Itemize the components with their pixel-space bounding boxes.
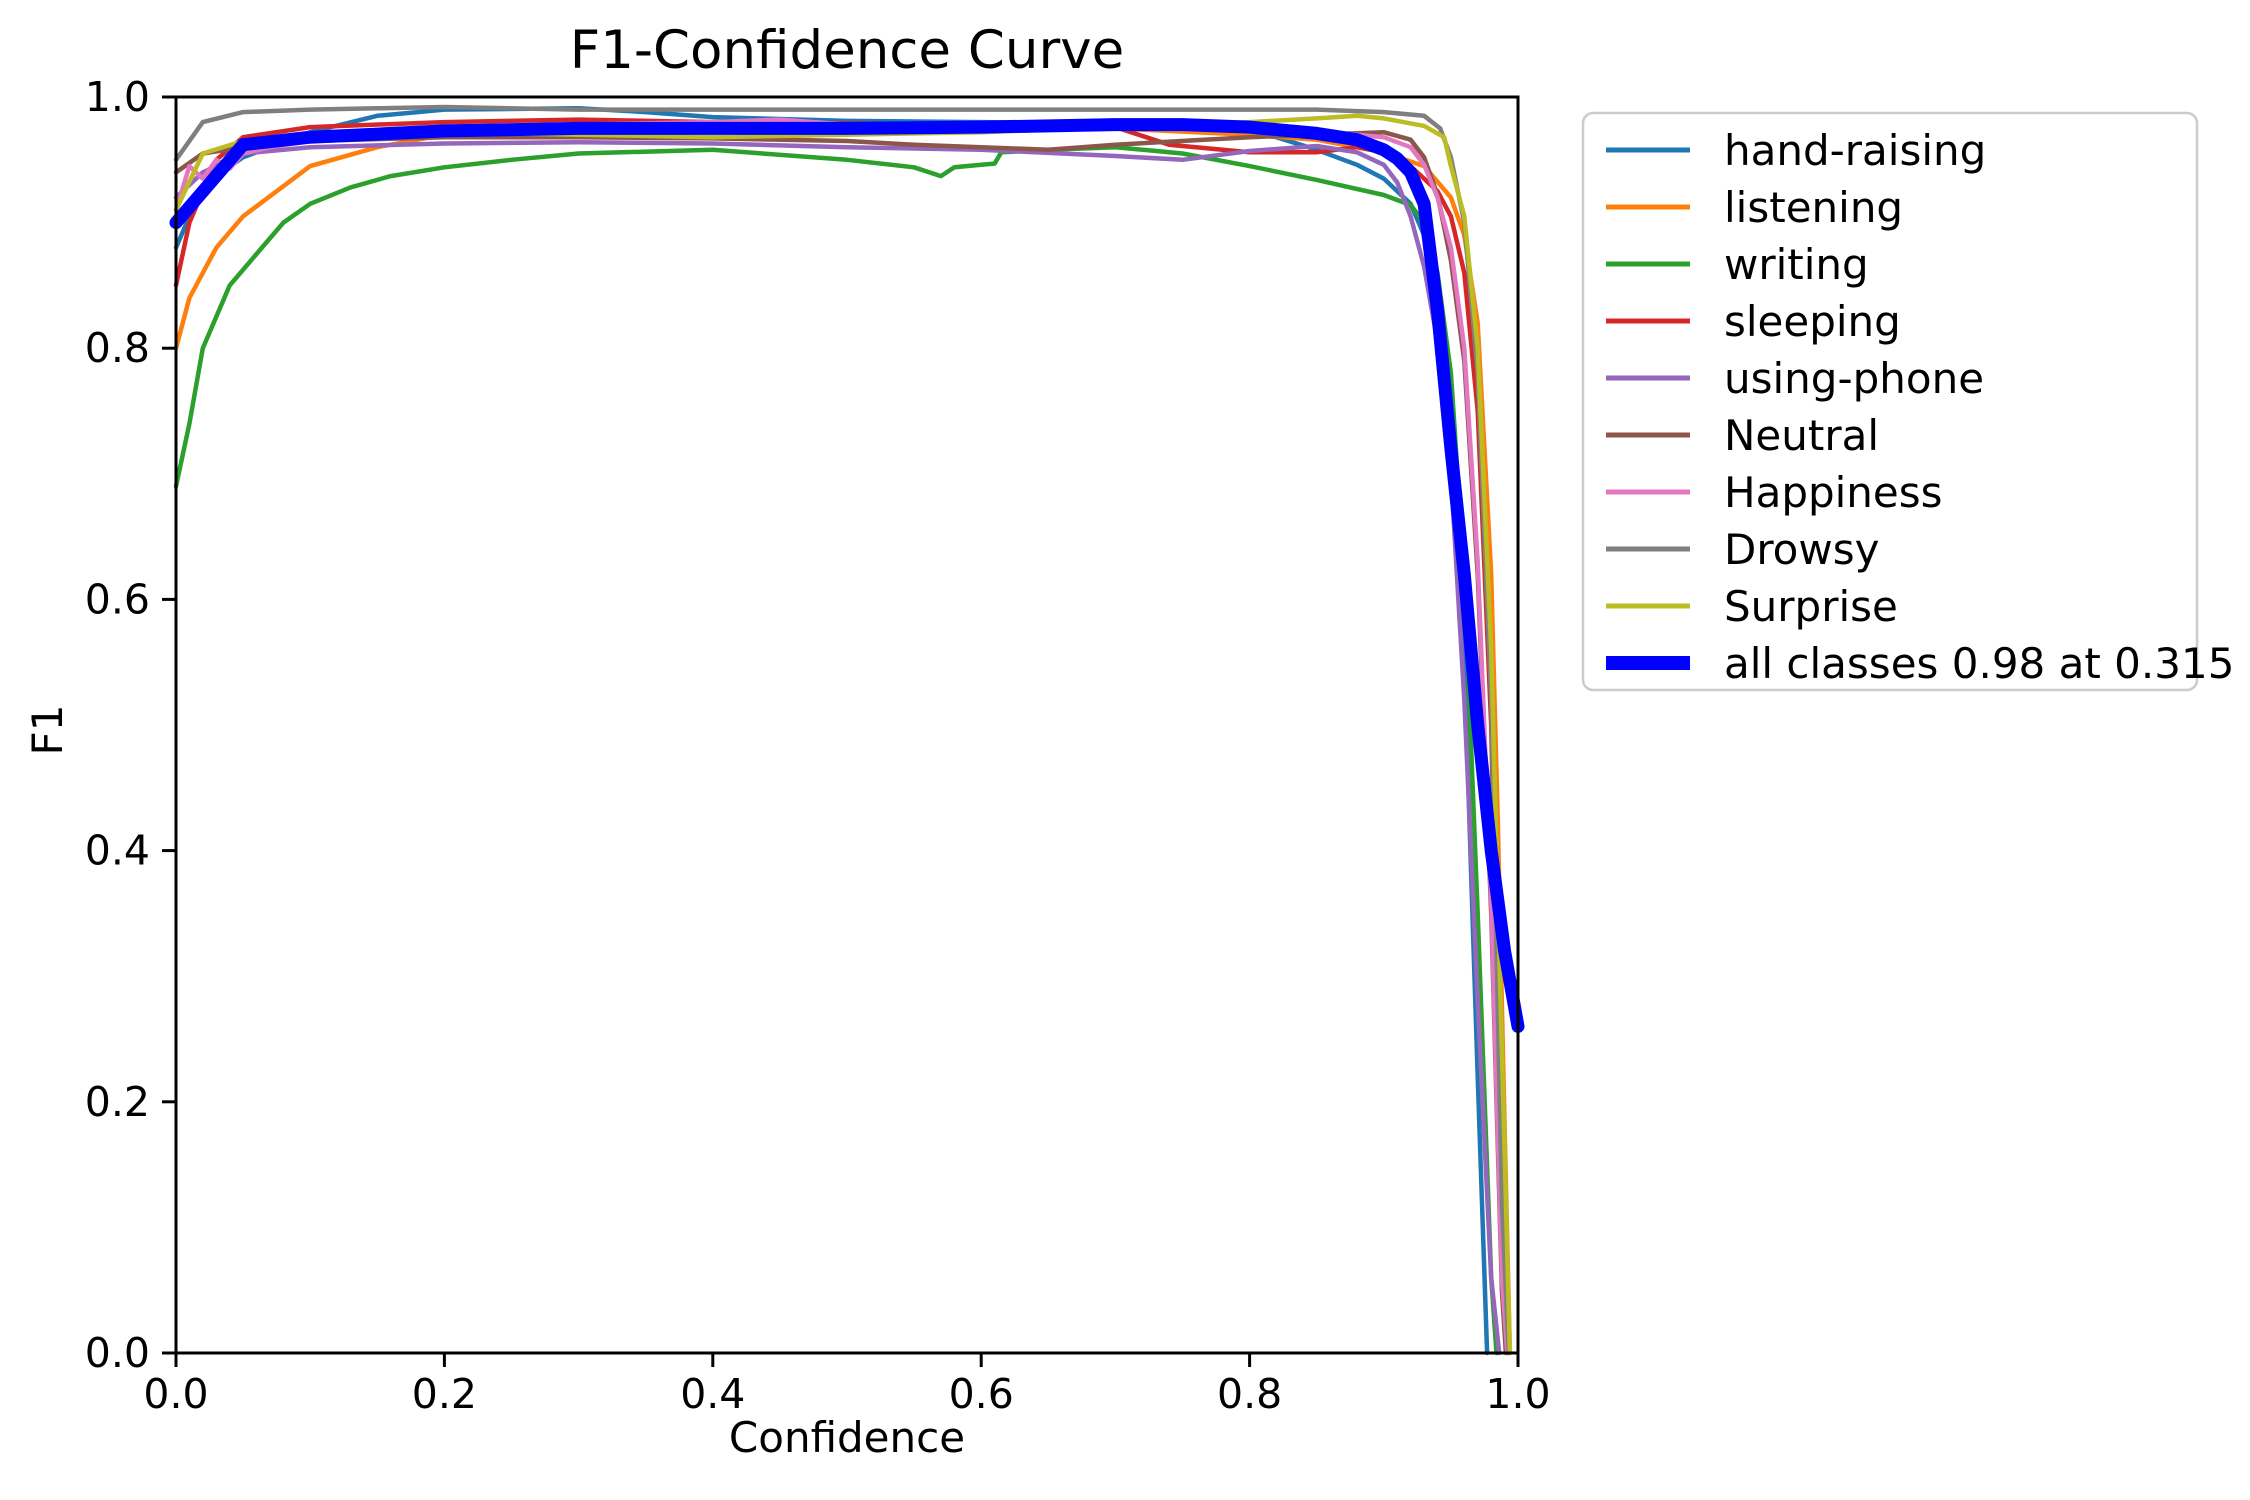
- curve-hand-raising: [173, 106, 1490, 1356]
- legend-item-drowsy: Drowsy: [1606, 525, 1879, 574]
- legend-item-sleeping: sleeping: [1606, 297, 1901, 346]
- legend-label-hand-raising: hand-raising: [1724, 126, 1986, 175]
- curve-happiness: [173, 117, 1510, 1356]
- legend-item-all-classes-0-98-at-0-315: all classes 0.98 at 0.315: [1606, 639, 2234, 688]
- curve-all-classes-0-98-at-0-315: [169, 118, 1525, 1033]
- legend-item-using-phone: using-phone: [1606, 354, 1984, 403]
- y-tick-label-0.4: 0.4: [85, 827, 150, 875]
- x-axis-label: Confidence: [729, 1413, 965, 1462]
- plot-area-frame: [174, 95, 1520, 1355]
- curve-neutral: [173, 129, 1509, 1356]
- legend-item-hand-raising: hand-raising: [1606, 126, 1986, 175]
- x-tick-label-0.0: 0.0: [143, 1370, 208, 1418]
- legend-item-surprise: Surprise: [1606, 582, 1898, 631]
- legend-label-neutral: Neutral: [1724, 411, 1879, 460]
- x-tick-label-0.4: 0.4: [680, 1370, 745, 1418]
- legend-item-listening: listening: [1606, 183, 1903, 232]
- curve-listening: [173, 124, 1513, 1356]
- curve-sleeping: [173, 117, 1510, 1356]
- curves: [169, 104, 1525, 1356]
- legend-label-using-phone: using-phone: [1724, 354, 1984, 403]
- legend-label-all-classes-0-98-at-0-315: all classes 0.98 at 0.315: [1724, 639, 2234, 688]
- y-tick-label-1.0: 1.0: [85, 73, 150, 121]
- y-tick-label-0.8: 0.8: [85, 324, 150, 372]
- curve-using-phone: [173, 139, 1502, 1356]
- legend-label-surprise: Surprise: [1724, 582, 1898, 631]
- x-tick-label-0.6: 0.6: [949, 1370, 1014, 1418]
- legend-item-writing: writing: [1606, 240, 1869, 289]
- chart-title: F1-Confidence Curve: [570, 20, 1125, 81]
- y-tick-label-0.2: 0.2: [85, 1078, 150, 1126]
- legend-label-sleeping: sleeping: [1724, 297, 1901, 346]
- legend: hand-raising listening writing sleeping usin…: [1581, 111, 2234, 692]
- y-tick-label-0.0: 0.0: [85, 1329, 150, 1377]
- legend-label-drowsy: Drowsy: [1724, 525, 1879, 574]
- legend-item-neutral: Neutral: [1606, 411, 1879, 460]
- x-tick-label-1.0: 1.0: [1485, 1370, 1550, 1418]
- x-tick-label-0.2: 0.2: [412, 1370, 477, 1418]
- curve-writing: [173, 144, 1499, 1356]
- legend-label-happiness: Happiness: [1724, 468, 1943, 517]
- y-tick-label-0.6: 0.6: [85, 575, 150, 623]
- legend-item-happiness: Happiness: [1606, 468, 1943, 517]
- x-tick-label-0.8: 0.8: [1217, 1370, 1282, 1418]
- legend-label-listening: listening: [1724, 183, 1903, 232]
- y-axis-label: F1: [23, 705, 72, 756]
- curve-drowsy: [173, 104, 1511, 1356]
- x-axis-ticks: 0.0 0.2 0.4 0.6 0.8 1.0: [143, 1353, 1551, 1418]
- legend-label-writing: writing: [1724, 240, 1869, 289]
- legend-box: [1581, 111, 2199, 692]
- curve-surprise: [173, 113, 1513, 1356]
- y-axis-ticks: 0.0 0.2 0.4 0.6 0.8 1.0: [85, 73, 176, 1377]
